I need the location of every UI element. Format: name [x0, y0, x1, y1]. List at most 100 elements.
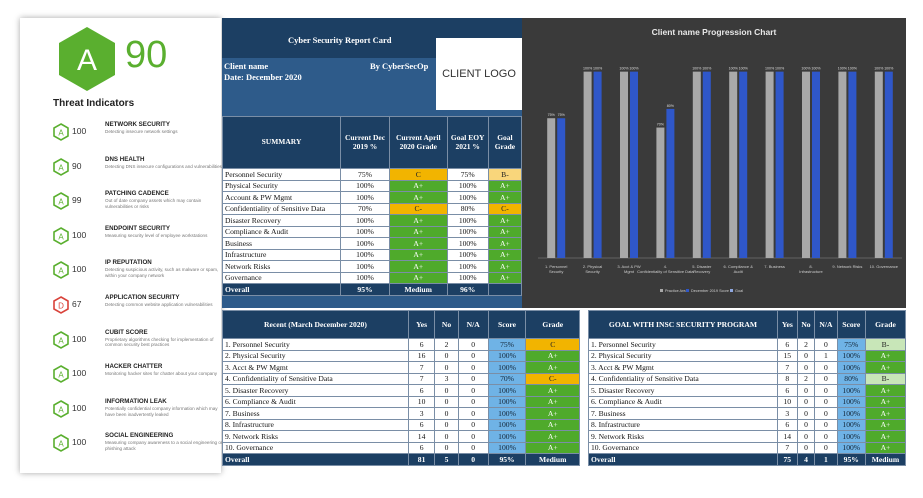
chart-bar	[666, 108, 675, 258]
table-header: Grade	[864, 310, 907, 339]
summary-cell: 100%	[446, 214, 489, 227]
summary-cell: Infrastructure	[222, 248, 341, 261]
chart-bar	[838, 71, 847, 258]
table-cell: 7	[407, 372, 436, 385]
table-row: 4. Confidentiality of Sensitive Data 7 3 0 7…	[222, 372, 580, 385]
table-cell: 4. Confidentiality of Sensitive Data	[588, 372, 778, 385]
table-cell: 6	[776, 384, 798, 397]
summary-cell: A+	[389, 248, 448, 261]
table-cell: 0	[457, 395, 489, 408]
grade-hexagon-icon: A	[59, 27, 115, 91]
chart-bar	[557, 118, 566, 259]
summary-cell: 100%	[340, 248, 390, 261]
table-cell: 8. Infrastructure	[588, 418, 778, 431]
summary-cell: A+	[389, 214, 448, 227]
table-cell: 7	[776, 441, 798, 454]
table-cell: 100%	[487, 407, 527, 420]
summary-cell: B-	[487, 168, 523, 181]
table-cell: A+	[525, 418, 580, 431]
client-logo: CLIENT LOGO	[436, 38, 522, 110]
table-row: 8. Infrastructure 6 0 0 100% A+	[222, 418, 580, 431]
table-header: No	[434, 310, 459, 339]
legend-label: Goal	[735, 289, 743, 293]
summary-cell: C-	[389, 202, 448, 215]
summary-cell: A+	[487, 237, 523, 250]
table-cell: A+	[525, 407, 580, 420]
table-cell: 0	[796, 395, 816, 408]
category-label: 6. Compliance & Audit	[724, 264, 754, 274]
summary-cell: 70%	[340, 202, 390, 215]
table-cell: 0	[434, 430, 459, 443]
report-card-title: Cyber Security Report Card	[288, 35, 392, 45]
summary-cell: A+	[487, 214, 523, 227]
chart-bar	[874, 71, 883, 258]
chart-bar	[775, 71, 784, 258]
summary-row: Infrastructure 100% A+ 100% A+	[222, 248, 523, 261]
summary-row: Governance 100% A+ 100% A+	[222, 271, 523, 284]
table-header: Score	[836, 310, 866, 339]
chart-bar	[656, 127, 665, 258]
table-overall-cell: Medium	[864, 453, 907, 466]
table-row: 6. Compliance & Audit 10 0 0 100% A+	[588, 395, 907, 408]
table-cell: 9. Network Risks	[588, 430, 778, 443]
table-cell: A+	[525, 349, 580, 362]
table-header: Score	[487, 310, 527, 339]
indicator-score: 100	[72, 368, 87, 379]
table-cell: 100%	[487, 349, 527, 362]
summary-cell: 100%	[340, 271, 390, 284]
table-cell: 6	[407, 418, 436, 431]
table-cell: 16	[407, 349, 436, 362]
table-cell: 0	[457, 441, 489, 454]
grade-hexagon-icon: A	[53, 365, 69, 384]
indicator-item: A 100 SOCIAL ENGINEERING Measuring company …	[53, 432, 222, 466]
summary-cell: Network Risks	[222, 260, 341, 273]
table-cell: 0	[814, 418, 838, 431]
table-cell: 80%	[836, 372, 866, 385]
table-cell: 14	[776, 430, 798, 443]
table-cell: 0	[457, 372, 489, 385]
table-cell: A+	[525, 361, 580, 374]
chart-bar	[848, 71, 857, 258]
table-overall-cell: Overall	[588, 453, 778, 466]
legend-label: December 2019 Score	[691, 289, 729, 293]
chart-bar	[884, 71, 893, 258]
summary-cell: 100%	[446, 225, 489, 238]
bar-data-label: 70%	[657, 123, 665, 127]
table-cell: 0	[434, 407, 459, 420]
indicator-score: 100	[72, 229, 87, 240]
summary-overall-cell: 95%	[340, 283, 390, 296]
summary-row: Disaster Recovery 100% A+ 100% A+	[222, 214, 523, 227]
indicator-description: Detecting insecure network settings	[105, 129, 178, 134]
indicator-grade: A	[58, 197, 64, 206]
bar-data-label: 100%	[874, 67, 884, 71]
table-overall-cell: 5	[434, 453, 459, 466]
indicator-score: 100	[72, 333, 87, 344]
indicator-description: Proprietary algorithms checking for impl…	[105, 336, 214, 348]
grade-hexagon-icon: A	[53, 261, 69, 280]
category-label: 4. Confidentiality of Sensitive Data	[637, 264, 694, 274]
table-cell: 100%	[836, 361, 866, 374]
indicator-grade: A	[58, 370, 64, 379]
summary-cell: 100%	[446, 271, 489, 284]
indicator-grade: A	[58, 232, 64, 241]
table-cell: 2	[796, 338, 816, 351]
indicator-description: Detecting DNS insecure configurations an…	[105, 163, 222, 169]
overall-grade: A	[77, 44, 97, 77]
summary-cell: A+	[487, 271, 523, 284]
threat-indicators-panel: A 90 Threat Indicators A 100 NETWORK SECUR…	[20, 18, 222, 473]
table-cell: 0	[814, 407, 838, 420]
indicator-grade: A	[58, 336, 64, 345]
summary-cell: 80%	[446, 202, 489, 215]
table-cell: 2. Physical Security	[588, 349, 778, 362]
table-cell: 2. Physical Security	[222, 349, 409, 362]
table-overall-row: Overall 81 5 0 95% Medium	[222, 453, 580, 466]
summary-header: SUMMARY	[222, 116, 341, 169]
table-cell: 7. Business	[222, 407, 409, 420]
chart-bar	[583, 71, 592, 258]
summary-cell: 100%	[446, 237, 489, 250]
overall-score: 90	[125, 34, 168, 76]
table-cell: 75%	[487, 338, 527, 351]
bar-data-label: 100%	[848, 67, 858, 71]
indicator-grade: D	[58, 301, 64, 310]
chart-bar	[692, 71, 701, 258]
